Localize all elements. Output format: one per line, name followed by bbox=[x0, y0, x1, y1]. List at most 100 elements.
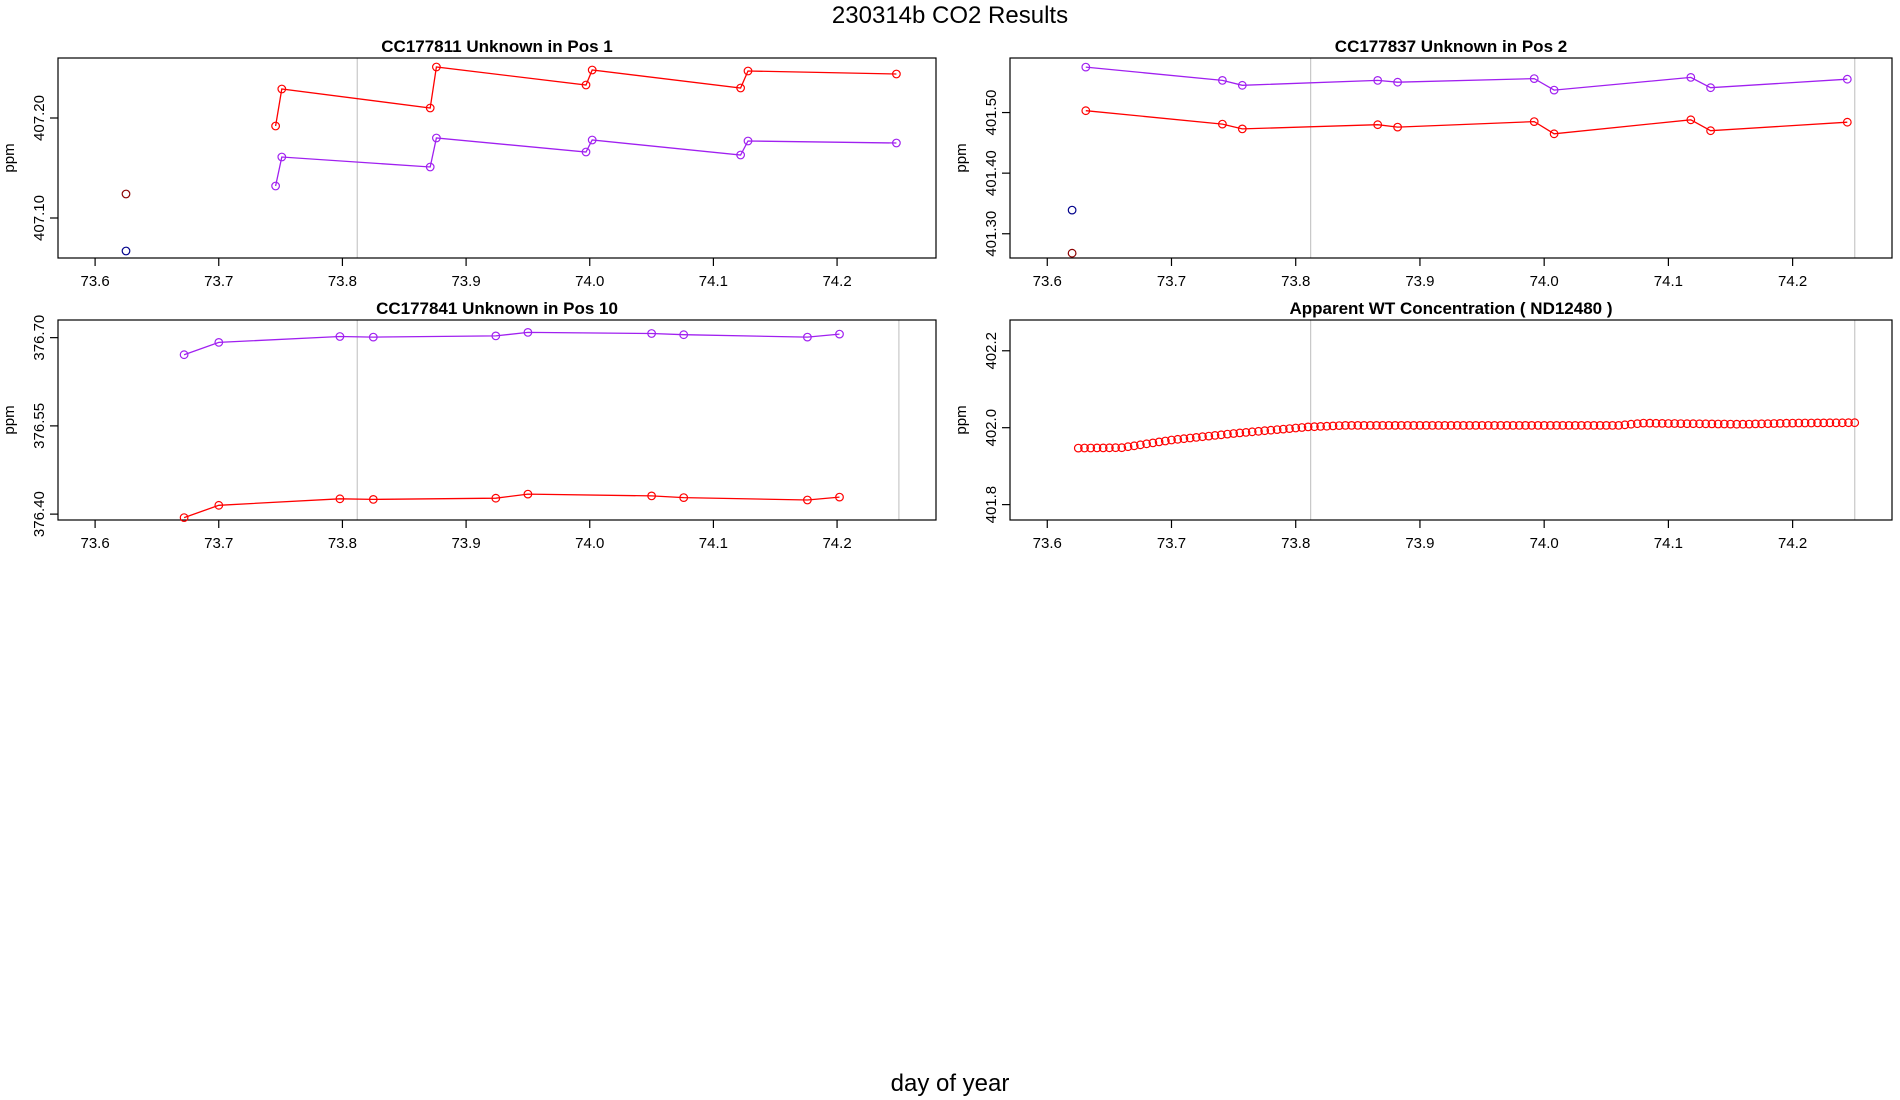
data-point bbox=[743, 136, 753, 146]
data-point bbox=[1235, 428, 1245, 438]
data-point bbox=[1639, 418, 1648, 428]
panel-title: Apparent WT Concentration ( ND12480 ) bbox=[1289, 299, 1612, 318]
x-tick-label: 73.8 bbox=[1281, 535, 1310, 552]
data-point bbox=[1129, 441, 1139, 451]
data-point bbox=[1471, 421, 1481, 430]
data-point bbox=[1198, 432, 1207, 442]
data-point bbox=[1086, 443, 1096, 453]
y-axis-label: ppm bbox=[953, 405, 970, 434]
data-point bbox=[179, 350, 189, 360]
series-line bbox=[274, 66, 897, 127]
data-point bbox=[1247, 427, 1257, 437]
series-4 bbox=[121, 246, 131, 256]
data-point bbox=[368, 495, 378, 504]
series-1 bbox=[179, 328, 844, 360]
figure-xlabel: day of year bbox=[890, 1070, 1010, 1097]
data-point bbox=[647, 329, 656, 338]
data-point bbox=[179, 513, 189, 522]
data-point bbox=[1750, 419, 1760, 429]
data-point bbox=[679, 493, 689, 503]
data-point bbox=[1458, 421, 1468, 430]
data-point bbox=[1589, 421, 1599, 430]
data-point bbox=[277, 84, 287, 94]
data-point bbox=[491, 331, 501, 341]
data-point bbox=[1291, 423, 1301, 433]
data-point bbox=[1651, 418, 1661, 428]
data-point bbox=[736, 150, 745, 160]
data-point bbox=[1316, 422, 1325, 431]
data-point bbox=[1645, 418, 1655, 428]
y-tick-label: 402.0 bbox=[983, 409, 1000, 447]
x-tick-label: 74.0 bbox=[575, 535, 604, 552]
data-point bbox=[1309, 422, 1319, 432]
data-point bbox=[1260, 426, 1270, 436]
data-point bbox=[1266, 425, 1276, 435]
data-point bbox=[1384, 421, 1394, 430]
plot-frame bbox=[57, 57, 937, 259]
data-point bbox=[1657, 419, 1667, 428]
data-point bbox=[743, 66, 753, 76]
data-point bbox=[523, 489, 533, 499]
data-point bbox=[803, 495, 812, 505]
data-point bbox=[1695, 419, 1704, 429]
x-tick-label: 73.8 bbox=[1281, 273, 1310, 290]
data-point bbox=[1738, 419, 1748, 429]
panel-title: CC177837 Unknown in Pos 2 bbox=[1335, 37, 1567, 56]
series-3 bbox=[1067, 205, 1077, 215]
data-point bbox=[1837, 418, 1847, 428]
data-point bbox=[1154, 437, 1164, 447]
data-point bbox=[1549, 129, 1559, 139]
series-line bbox=[183, 493, 840, 519]
data-point bbox=[1595, 421, 1605, 430]
data-point bbox=[368, 332, 378, 342]
x-tick-label: 73.6 bbox=[80, 535, 109, 552]
data-point bbox=[1670, 419, 1679, 428]
data-point bbox=[892, 138, 901, 148]
data-point bbox=[1775, 419, 1785, 428]
data-point bbox=[736, 83, 745, 93]
data-point bbox=[1614, 421, 1624, 430]
data-point bbox=[1465, 421, 1474, 430]
data-point bbox=[1686, 72, 1696, 82]
data-point bbox=[1359, 421, 1369, 430]
data-point bbox=[1123, 442, 1133, 452]
series-line bbox=[183, 331, 840, 356]
data-point bbox=[1117, 443, 1127, 453]
data-point bbox=[1421, 421, 1431, 430]
data-point bbox=[1427, 421, 1437, 430]
data-point bbox=[1781, 418, 1791, 428]
data-point bbox=[1347, 421, 1356, 430]
data-point bbox=[214, 500, 224, 510]
x-tick-label: 74.1 bbox=[699, 535, 728, 552]
data-point bbox=[1549, 85, 1559, 95]
data-point bbox=[1434, 421, 1443, 430]
data-point bbox=[1237, 80, 1247, 90]
y-axis-label: ppm bbox=[1, 143, 18, 172]
data-point bbox=[1844, 418, 1853, 428]
y-tick-label: 402.2 bbox=[983, 332, 1000, 370]
x-tick-label: 73.7 bbox=[204, 535, 233, 552]
data-point bbox=[1373, 75, 1383, 85]
chart-panel-2: CC177837 Unknown in Pos 2 73.6 73.7 73.8 73.… bbox=[953, 37, 1893, 290]
x-tick-label: 73.7 bbox=[204, 273, 233, 290]
data-point bbox=[1583, 421, 1592, 430]
data-point bbox=[1496, 421, 1506, 430]
data-point bbox=[1529, 74, 1539, 83]
data-point bbox=[1626, 419, 1636, 429]
y-tick-label: 376.70 bbox=[31, 315, 48, 361]
data-point bbox=[1769, 419, 1779, 428]
data-point bbox=[835, 492, 844, 502]
data-point bbox=[1632, 419, 1642, 429]
data-point bbox=[1676, 419, 1686, 429]
data-point bbox=[1527, 421, 1537, 430]
x-tick-label: 74.1 bbox=[1654, 535, 1683, 552]
data-point bbox=[647, 491, 656, 501]
data-point bbox=[1508, 421, 1518, 430]
data-point bbox=[1278, 424, 1288, 434]
data-point bbox=[1217, 119, 1227, 129]
data-point bbox=[1409, 421, 1419, 430]
x-tick-label: 74.1 bbox=[699, 273, 728, 290]
data-point bbox=[1682, 419, 1692, 429]
data-point bbox=[432, 133, 441, 143]
data-point bbox=[1800, 418, 1810, 428]
